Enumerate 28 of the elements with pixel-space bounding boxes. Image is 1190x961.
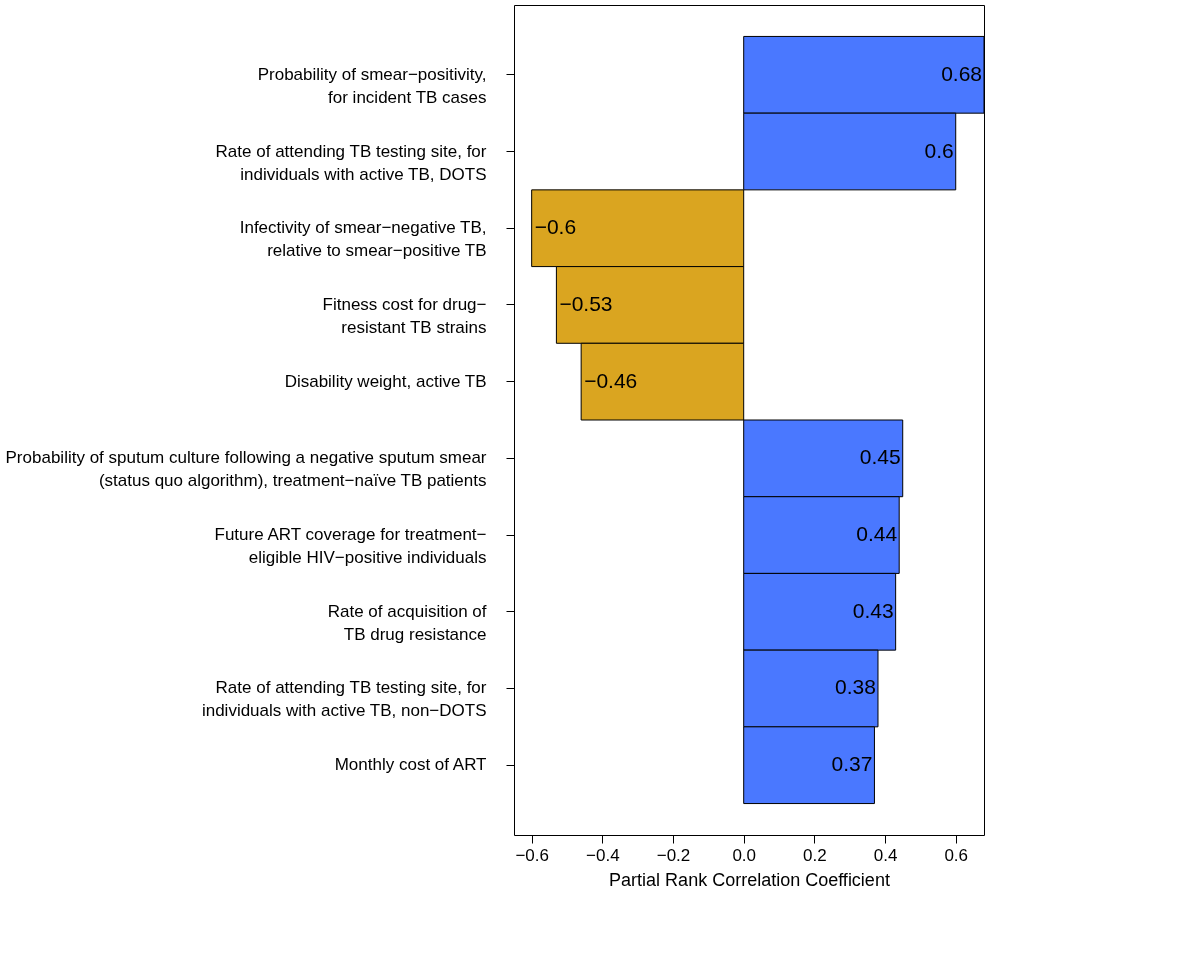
data-label: 0.44 <box>856 522 898 546</box>
x-tick-label: −0.6 <box>515 845 549 865</box>
data-label: 0.45 <box>859 445 901 469</box>
x-tick-label: 0.6 <box>944 845 969 865</box>
data-label: −0.53 <box>559 291 613 315</box>
data-label: −0.6 <box>534 215 577 239</box>
data-label: 0.6 <box>924 138 954 162</box>
y-tick-label: Probability of sputum culture following a negative sputum smear (status quo algorithm), treatment−naïve TB patients <box>5 448 487 491</box>
y-tick-label: Infectivity of smear−negative TB, relative to smear−positive TB <box>239 218 487 261</box>
y-tick-label: Disability weight, active TB <box>284 371 487 391</box>
x-axis-title: Partial Rank Correlation Coefficient <box>609 869 890 890</box>
data-label: 0.68 <box>941 61 982 85</box>
y-tick-label: Rate of attending TB testing site, for individuals with active TB, non−DOTS <box>201 678 487 721</box>
data-label: 0.38 <box>835 675 876 699</box>
y-tick-label: Probability of smear−positivity, for incident TB cases <box>257 64 487 107</box>
data-label: 0.37 <box>831 752 873 776</box>
y-tick-label: Monthly cost of ART <box>334 755 487 775</box>
x-tick-label: −0.4 <box>586 845 620 865</box>
y-tick-label: Future ART coverage for treatment− eligible HIV−positive individuals <box>214 525 487 568</box>
y-tick-label: Rate of attending TB testing site, for individuals with active TB, DOTS <box>215 141 487 184</box>
y-tick-label: Rate of acquisition of TB drug resistance <box>327 601 487 644</box>
x-tick-label: 0.0 <box>732 845 757 865</box>
x-tick-label: −0.2 <box>656 845 691 865</box>
x-tick-label: 0.2 <box>803 845 827 865</box>
x-tick-label: 0.4 <box>873 845 898 865</box>
data-label: −0.46 <box>584 368 638 392</box>
data-label: 0.43 <box>852 598 894 622</box>
y-tick-label: Fitness cost for drug− resistant TB strains <box>322 294 487 337</box>
